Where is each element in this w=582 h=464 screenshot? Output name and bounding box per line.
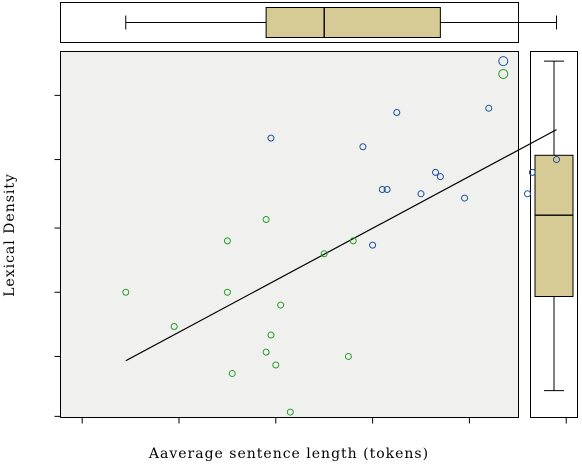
data-point (272, 361, 280, 369)
data-point (223, 288, 231, 296)
data-point (417, 190, 425, 198)
right-box (534, 154, 574, 298)
data-point (498, 68, 509, 79)
data-point (277, 301, 285, 309)
data-point (267, 134, 275, 142)
data-points (122, 56, 561, 416)
data-point (170, 322, 178, 330)
y-axis-title: Lexical Density (2, 173, 18, 297)
data-point (498, 56, 509, 67)
data-point (267, 331, 275, 339)
data-point (286, 408, 294, 416)
x-axis-ticks (81, 417, 567, 424)
plot-area (60, 51, 519, 418)
right-marginal-boxplot (530, 51, 578, 418)
data-point (262, 215, 270, 223)
top-box (265, 7, 441, 38)
data-point (344, 352, 352, 360)
main-plot (54, 51, 567, 424)
data-point (228, 370, 236, 378)
data-point (485, 104, 493, 112)
data-point (393, 108, 401, 116)
data-point (369, 241, 377, 249)
data-point (122, 288, 130, 296)
data-point (461, 194, 469, 202)
data-point (436, 173, 444, 181)
data-point (262, 348, 270, 356)
data-point (523, 190, 531, 198)
data-point (553, 156, 561, 164)
data-point (432, 168, 440, 176)
y-axis-ticks (54, 94, 61, 417)
data-point (378, 186, 386, 194)
data-point (320, 250, 328, 258)
data-point (383, 186, 391, 194)
data-point (359, 143, 367, 151)
top-marginal-boxplot (60, 2, 558, 43)
data-point (223, 237, 231, 245)
regression-line (125, 129, 557, 362)
data-point (528, 168, 536, 176)
x-axis-title: Aaverage sentence length (tokens) (148, 446, 429, 462)
data-point (349, 237, 357, 245)
